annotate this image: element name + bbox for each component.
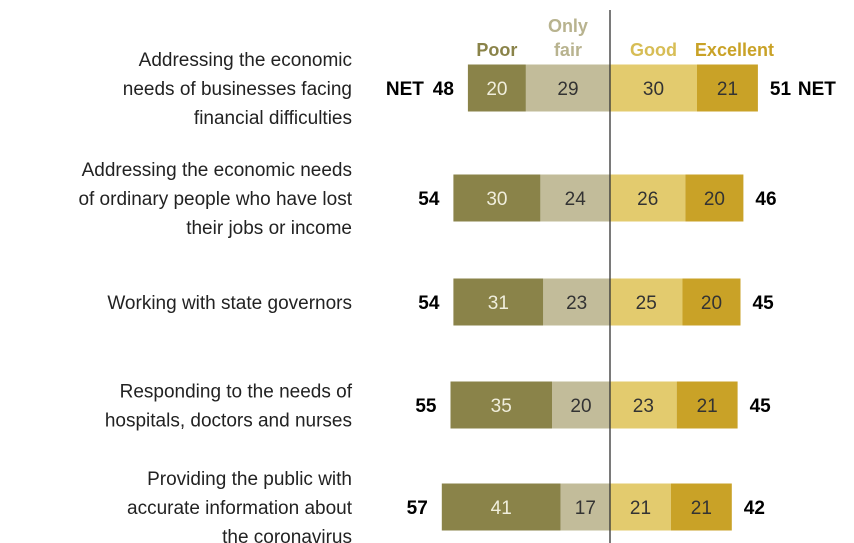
legend-only-fair: fair (554, 40, 582, 60)
bar-good (610, 278, 683, 326)
bar-good (610, 64, 697, 112)
category-label: Addressing the economic needs (82, 160, 352, 181)
net-positive-value: 51 (770, 79, 792, 100)
bar-poor (453, 278, 544, 326)
legend-good: Good (630, 40, 677, 60)
net-positive-value: 45 (753, 293, 775, 314)
net-positive-value: 45 (750, 396, 772, 417)
net-negative-value: 57 (407, 498, 428, 519)
bar-only-fair (543, 278, 610, 326)
category-label: hospitals, doctors and nurses (105, 411, 352, 432)
bar-good (610, 381, 677, 429)
bar-poor (467, 64, 526, 112)
net-positive-value: 42 (744, 498, 765, 519)
data-label: 29 (557, 79, 578, 100)
data-label: 35 (491, 396, 512, 417)
category-label: Working with state governors (107, 293, 352, 314)
category-label: Addressing the economic (139, 50, 352, 71)
bar-poor (453, 174, 541, 222)
bar-only-fair (560, 483, 610, 531)
category-label: the coronavirus (222, 527, 352, 543)
bar-excellent (697, 64, 758, 112)
net-negative-value: 48 (433, 79, 454, 100)
data-label: 25 (636, 293, 657, 314)
data-label: 24 (565, 189, 587, 210)
data-label: 20 (486, 79, 507, 100)
bar-only-fair (552, 381, 610, 429)
data-label: 31 (488, 293, 509, 314)
category-label: of ordinary people who have lost (78, 189, 352, 210)
data-label: 21 (630, 498, 651, 519)
data-label: 20 (704, 189, 725, 210)
bar-excellent (676, 381, 738, 429)
bar-good (610, 174, 686, 222)
data-label: 20 (701, 293, 722, 314)
net-label-left: NET (386, 79, 424, 100)
data-label: 21 (691, 498, 712, 519)
bar-poor (441, 483, 561, 531)
category-label: Responding to the needs of (120, 382, 353, 403)
data-label: 23 (566, 293, 587, 314)
bar-good (610, 483, 671, 531)
bar-only-fair (540, 174, 610, 222)
data-label: 30 (643, 79, 664, 100)
data-label: 41 (491, 498, 512, 519)
data-label: 30 (486, 189, 507, 210)
legend-poor: Poor (476, 40, 517, 60)
category-label: accurate information about (127, 498, 353, 519)
category-label: needs of businesses facing (123, 79, 352, 100)
bar-poor (450, 381, 552, 429)
bar-excellent (670, 483, 732, 531)
bar-excellent (682, 278, 741, 326)
bar-only-fair (525, 64, 610, 112)
category-label: financial difficulties (194, 108, 352, 129)
net-negative-value: 54 (418, 189, 440, 210)
net-negative-value: 54 (418, 293, 440, 314)
data-label: 21 (717, 79, 738, 100)
category-label: Providing the public with (147, 469, 352, 490)
legend-only-fair: Only (548, 16, 588, 36)
net-negative-value: 55 (415, 396, 437, 417)
data-label: 21 (697, 396, 718, 417)
net-positive-value: 46 (755, 189, 776, 210)
net-label-right: NET (798, 79, 836, 100)
data-label: 26 (637, 189, 658, 210)
data-label: 23 (633, 396, 654, 417)
legend-excellent: Excellent (695, 40, 774, 60)
bar-excellent (685, 174, 744, 222)
data-label: 20 (570, 396, 591, 417)
category-label: their jobs or income (186, 218, 352, 239)
data-label: 17 (575, 498, 596, 519)
